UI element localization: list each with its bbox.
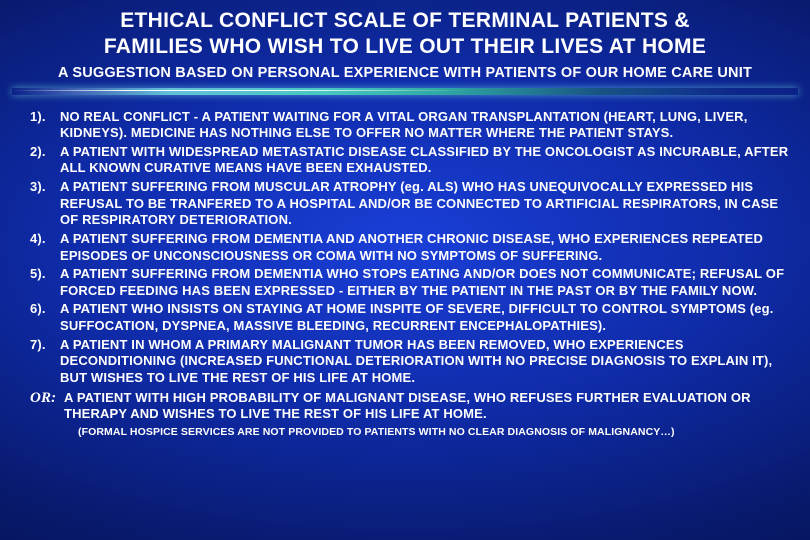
- list-item: 6). A PATIENT WHO INSISTS ON STAYING AT …: [30, 301, 792, 334]
- item-number: 7).: [30, 337, 54, 387]
- item-text: A PATIENT SUFFERING FROM DEMENTIA WHO ST…: [60, 266, 792, 299]
- slide-subtitle: A SUGGESTION BASED ON PERSONAL EXPERIENC…: [12, 65, 798, 81]
- footnote: (FORMAL HOSPICE SERVICES ARE NOT PROVIDE…: [30, 426, 792, 438]
- item-text: A PATIENT SUFFERING FROM DEMENTIA AND AN…: [60, 231, 792, 264]
- item-number: 1).: [30, 109, 54, 142]
- slide-title: ETHICAL CONFLICT SCALE OF TERMINAL PATIE…: [12, 8, 798, 61]
- item-text: A PATIENT IN WHOM A PRIMARY MALIGNANT TU…: [60, 337, 792, 387]
- item-number: 4).: [30, 231, 54, 264]
- item-number: 5).: [30, 266, 54, 299]
- list-item: 7). A PATIENT IN WHOM A PRIMARY MALIGNAN…: [30, 337, 792, 387]
- item-number: 3).: [30, 179, 54, 229]
- list-item: 5). A PATIENT SUFFERING FROM DEMENTIA WH…: [30, 266, 792, 299]
- item-number: 6).: [30, 301, 54, 334]
- item-text: A PATIENT SUFFERING FROM MUSCULAR ATROPH…: [60, 179, 792, 229]
- or-item: OR: A PATIENT WITH HIGH PROBABILITY OF M…: [30, 389, 792, 424]
- item-text: A PATIENT WHO INSISTS ON STAYING AT HOME…: [60, 301, 792, 334]
- list-item: 2). A PATIENT WITH WIDESPREAD METASTATIC…: [30, 144, 792, 177]
- slide: ETHICAL CONFLICT SCALE OF TERMINAL PATIE…: [0, 0, 810, 540]
- list-item: 1). NO REAL CONFLICT - A PATIENT WAITING…: [30, 109, 792, 142]
- divider-bar: [12, 85, 798, 99]
- list-item: 4). A PATIENT SUFFERING FROM DEMENTIA AN…: [30, 231, 792, 264]
- item-number: 2).: [30, 144, 54, 177]
- title-line-1: ETHICAL CONFLICT SCALE OF TERMINAL PATIE…: [120, 9, 690, 32]
- item-list: 1). NO REAL CONFLICT - A PATIENT WAITING…: [12, 109, 798, 439]
- or-label: OR:: [30, 389, 60, 424]
- item-text: NO REAL CONFLICT - A PATIENT WAITING FOR…: [60, 109, 792, 142]
- list-item: 3). A PATIENT SUFFERING FROM MUSCULAR AT…: [30, 179, 792, 229]
- or-text: A PATIENT WITH HIGH PROBABILITY OF MALIG…: [64, 389, 792, 424]
- item-text: A PATIENT WITH WIDESPREAD METASTATIC DIS…: [60, 144, 792, 177]
- title-line-2: FAMILIES WHO WISH TO LIVE OUT THEIR LIVE…: [104, 35, 706, 58]
